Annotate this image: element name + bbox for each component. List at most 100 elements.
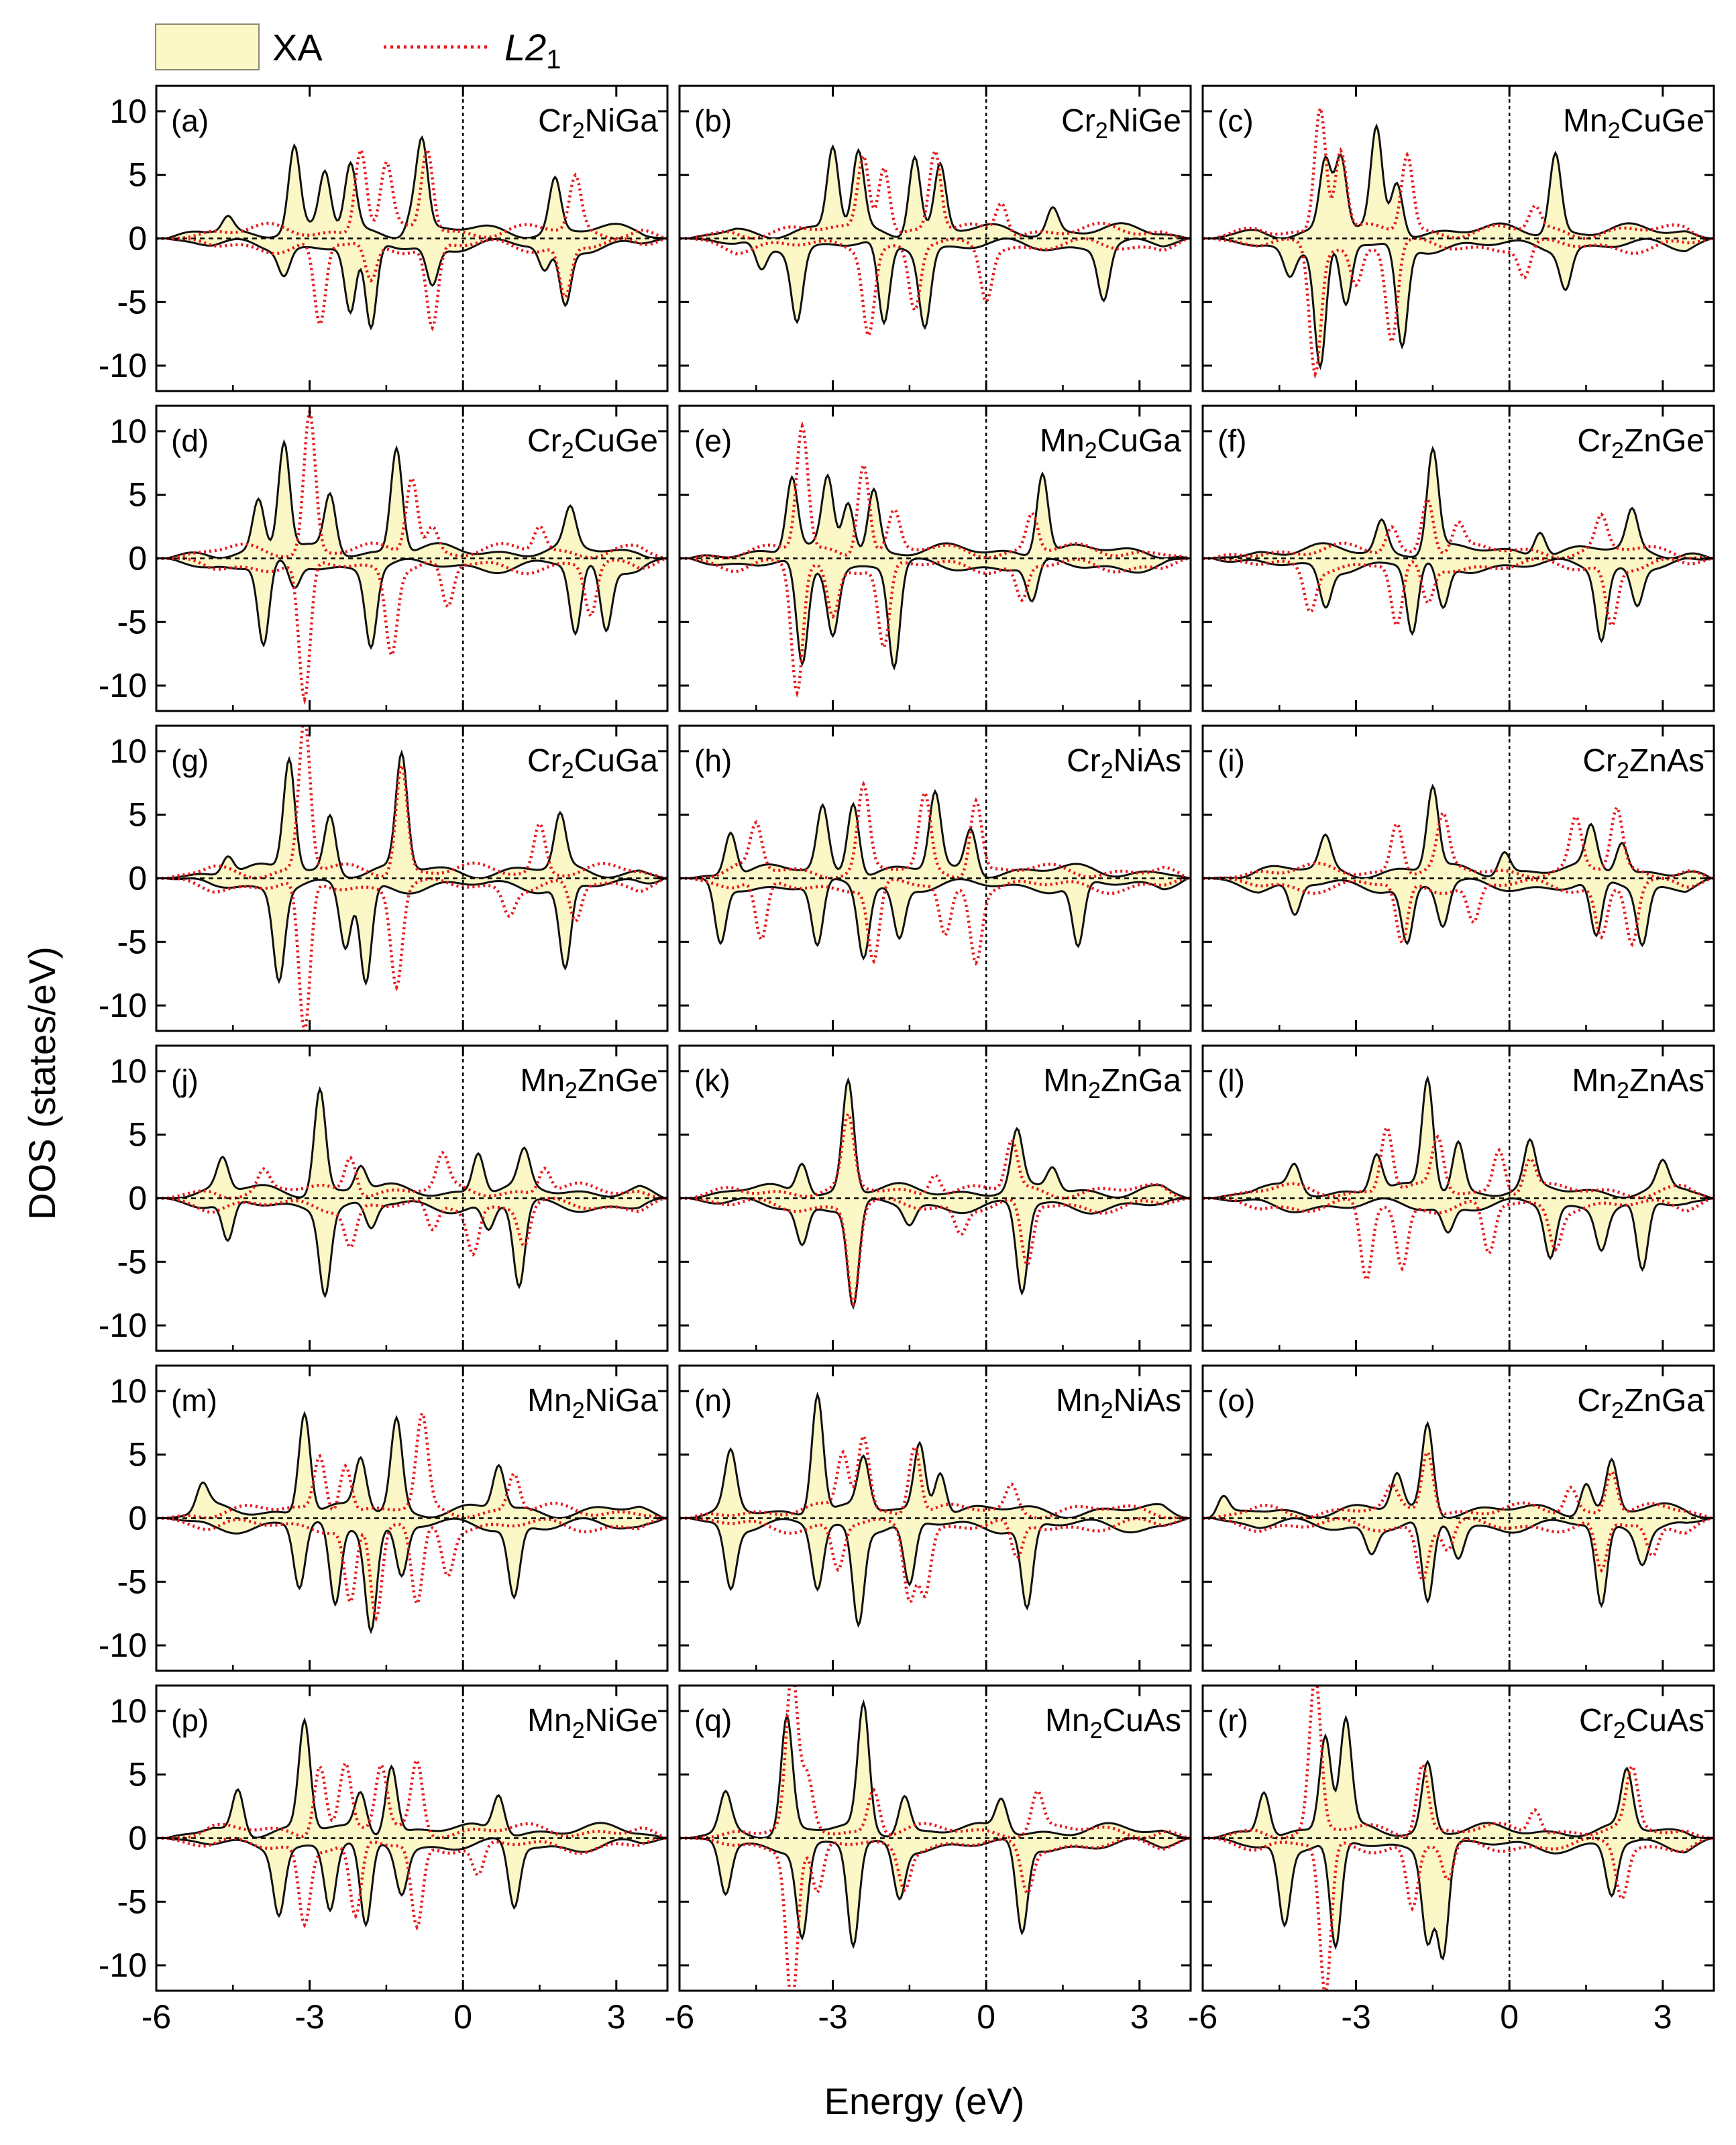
panel-label: (h) (694, 743, 732, 778)
compound-element: Cr (1582, 743, 1617, 779)
dos-panel: (o) Cr2ZnGa (1201, 1364, 1715, 1672)
l21-spin-down-line (156, 557, 667, 705)
y-tick-label: 10 (109, 1052, 147, 1090)
compound-subscript: 2 (561, 438, 574, 463)
plot-area (1203, 1075, 1714, 1284)
compound-subscript: 2 (1101, 1398, 1114, 1423)
compound-subscript: 2 (1617, 758, 1629, 783)
compound-rest: NiAs (1114, 743, 1181, 779)
plot-area (156, 406, 667, 705)
plot-area (680, 1686, 1191, 1991)
xa-spin-up-fill (680, 1394, 1191, 1519)
y-tick-label: 5 (128, 1756, 147, 1794)
xa-spin-up-line (1203, 783, 1714, 879)
compound-subscript: 2 (572, 1398, 585, 1423)
compound-label: Cr2ZnGe (1577, 423, 1704, 463)
l21-spin-up-line (1203, 1449, 1714, 1520)
compound-rest: CuGa (574, 743, 659, 779)
xa-spin-up-fill (156, 753, 667, 879)
plot-area (680, 781, 1191, 967)
compound-subscript: 2 (1613, 1718, 1626, 1743)
compound-subscript: 2 (1101, 758, 1114, 783)
panel-label: (c) (1217, 103, 1254, 138)
y-tick-label: 10 (109, 732, 147, 770)
panel-label: (i) (1217, 743, 1245, 778)
dos-panel: (e) Mn2CuGa (678, 404, 1192, 712)
xa-spin-down-fill (680, 558, 1191, 668)
xa-spin-down-fill (680, 1838, 1191, 1946)
l21-spin-up-line (156, 1150, 667, 1200)
xa-spin-down-line (680, 1836, 1191, 1949)
l21-spin-up-line (1203, 1124, 1714, 1200)
compound-subscript: 2 (572, 118, 585, 144)
panel-label: (l) (1217, 1063, 1245, 1098)
compound-subscript: 2 (1088, 1078, 1101, 1103)
x-tick-label: 3 (1130, 1998, 1149, 2036)
compound-rest: ZnGe (1624, 423, 1704, 459)
dos-panel: 10 5 0 -5 -10 (g) Cr2CuGa (99, 724, 669, 1032)
l21-spin-up-line (680, 1686, 1191, 1840)
legend-xa-label: XA (272, 26, 323, 68)
xa-spin-down-line (1203, 1517, 1714, 1608)
xa-spin-up-fill (680, 791, 1191, 879)
compound-element: Cr (527, 743, 561, 779)
l21-spin-down-line (156, 1836, 667, 1931)
xa-spin-down-fill (1203, 558, 1714, 641)
y-tick-label: 5 (128, 476, 147, 514)
x-axis-title: Energy (eV) (824, 2080, 1025, 2122)
panel-label: (d) (171, 423, 209, 458)
l21-spin-up-line (680, 1111, 1191, 1200)
y-axis-title: DOS (states/eV) (21, 946, 63, 1220)
xa-spin-down-fill (1203, 878, 1714, 946)
l21-spin-up-line (1203, 496, 1714, 560)
xa-spin-up-line (156, 439, 667, 559)
dos-panel: (i) Cr2ZnAs (1201, 724, 1715, 1032)
xa-spin-down-fill (1203, 1838, 1714, 1959)
l21-spin-down-line (680, 1517, 1191, 1604)
compound-element: Mn (1056, 1383, 1101, 1419)
compound-rest: NiAs (1114, 1383, 1181, 1419)
x-tick-label: -3 (818, 1998, 847, 2036)
legend-l21-sub: 1 (546, 45, 561, 74)
plot-area (1203, 1421, 1714, 1608)
compound-label: Cr2NiAs (1067, 743, 1181, 783)
xa-spin-up-line (1203, 1421, 1714, 1519)
xa-spin-down-line (680, 877, 1191, 960)
compound-label: Mn2CuGa (1040, 423, 1181, 463)
dos-panel: -6 -3 0 3 (r) Cr2CuAs (1188, 1684, 1715, 2036)
compound-element: Cr (538, 103, 572, 139)
y-tick-label: -5 (117, 1563, 147, 1600)
compound-rest: NiGe (1108, 103, 1181, 139)
compound-rest: NiGe (585, 1703, 658, 1739)
xa-spin-up-fill (1203, 1423, 1714, 1519)
compound-rest: CuGe (1621, 103, 1704, 139)
xa-spin-down-line (1203, 1197, 1714, 1272)
compound-element: Cr (1067, 743, 1101, 779)
dos-panel: 10 5 0 -5 -10 -6 -3 0 3 (p) Mn2NiGe (99, 1684, 669, 2036)
dos-panel: (h) Cr2NiAs (678, 724, 1192, 1032)
compound-subscript: 2 (565, 1078, 578, 1103)
compound-rest: ZnAs (1629, 743, 1704, 779)
y-tick-label: 0 (128, 1820, 147, 1857)
xa-spin-up-fill (680, 1702, 1191, 1838)
l21-spin-down-line (680, 1197, 1191, 1309)
compound-subscript: 2 (561, 758, 574, 783)
xa-spin-up-line (156, 1086, 667, 1199)
y-tick-label: -10 (99, 347, 147, 384)
compound-subscript: 2 (1611, 438, 1624, 463)
xa-spin-down-line (1203, 237, 1714, 370)
xa-spin-down-line (680, 1517, 1191, 1629)
xa-spin-down-line (156, 877, 667, 986)
xa-spin-up-line (1203, 123, 1714, 239)
compound-rest: ZnGe (578, 1063, 658, 1099)
xa-spin-up-fill (1203, 1718, 1714, 1838)
l21-spin-up-line (680, 147, 1191, 240)
xa-spin-down-fill (156, 1838, 667, 1925)
xa-spin-down-line (156, 557, 667, 650)
compound-subscript: 2 (1617, 1078, 1629, 1103)
x-tick-label: -3 (294, 1998, 324, 2036)
plot-area (156, 1716, 667, 1931)
compound-element: Mn (527, 1383, 572, 1419)
compound-label: Cr2NiGe (1061, 103, 1181, 144)
